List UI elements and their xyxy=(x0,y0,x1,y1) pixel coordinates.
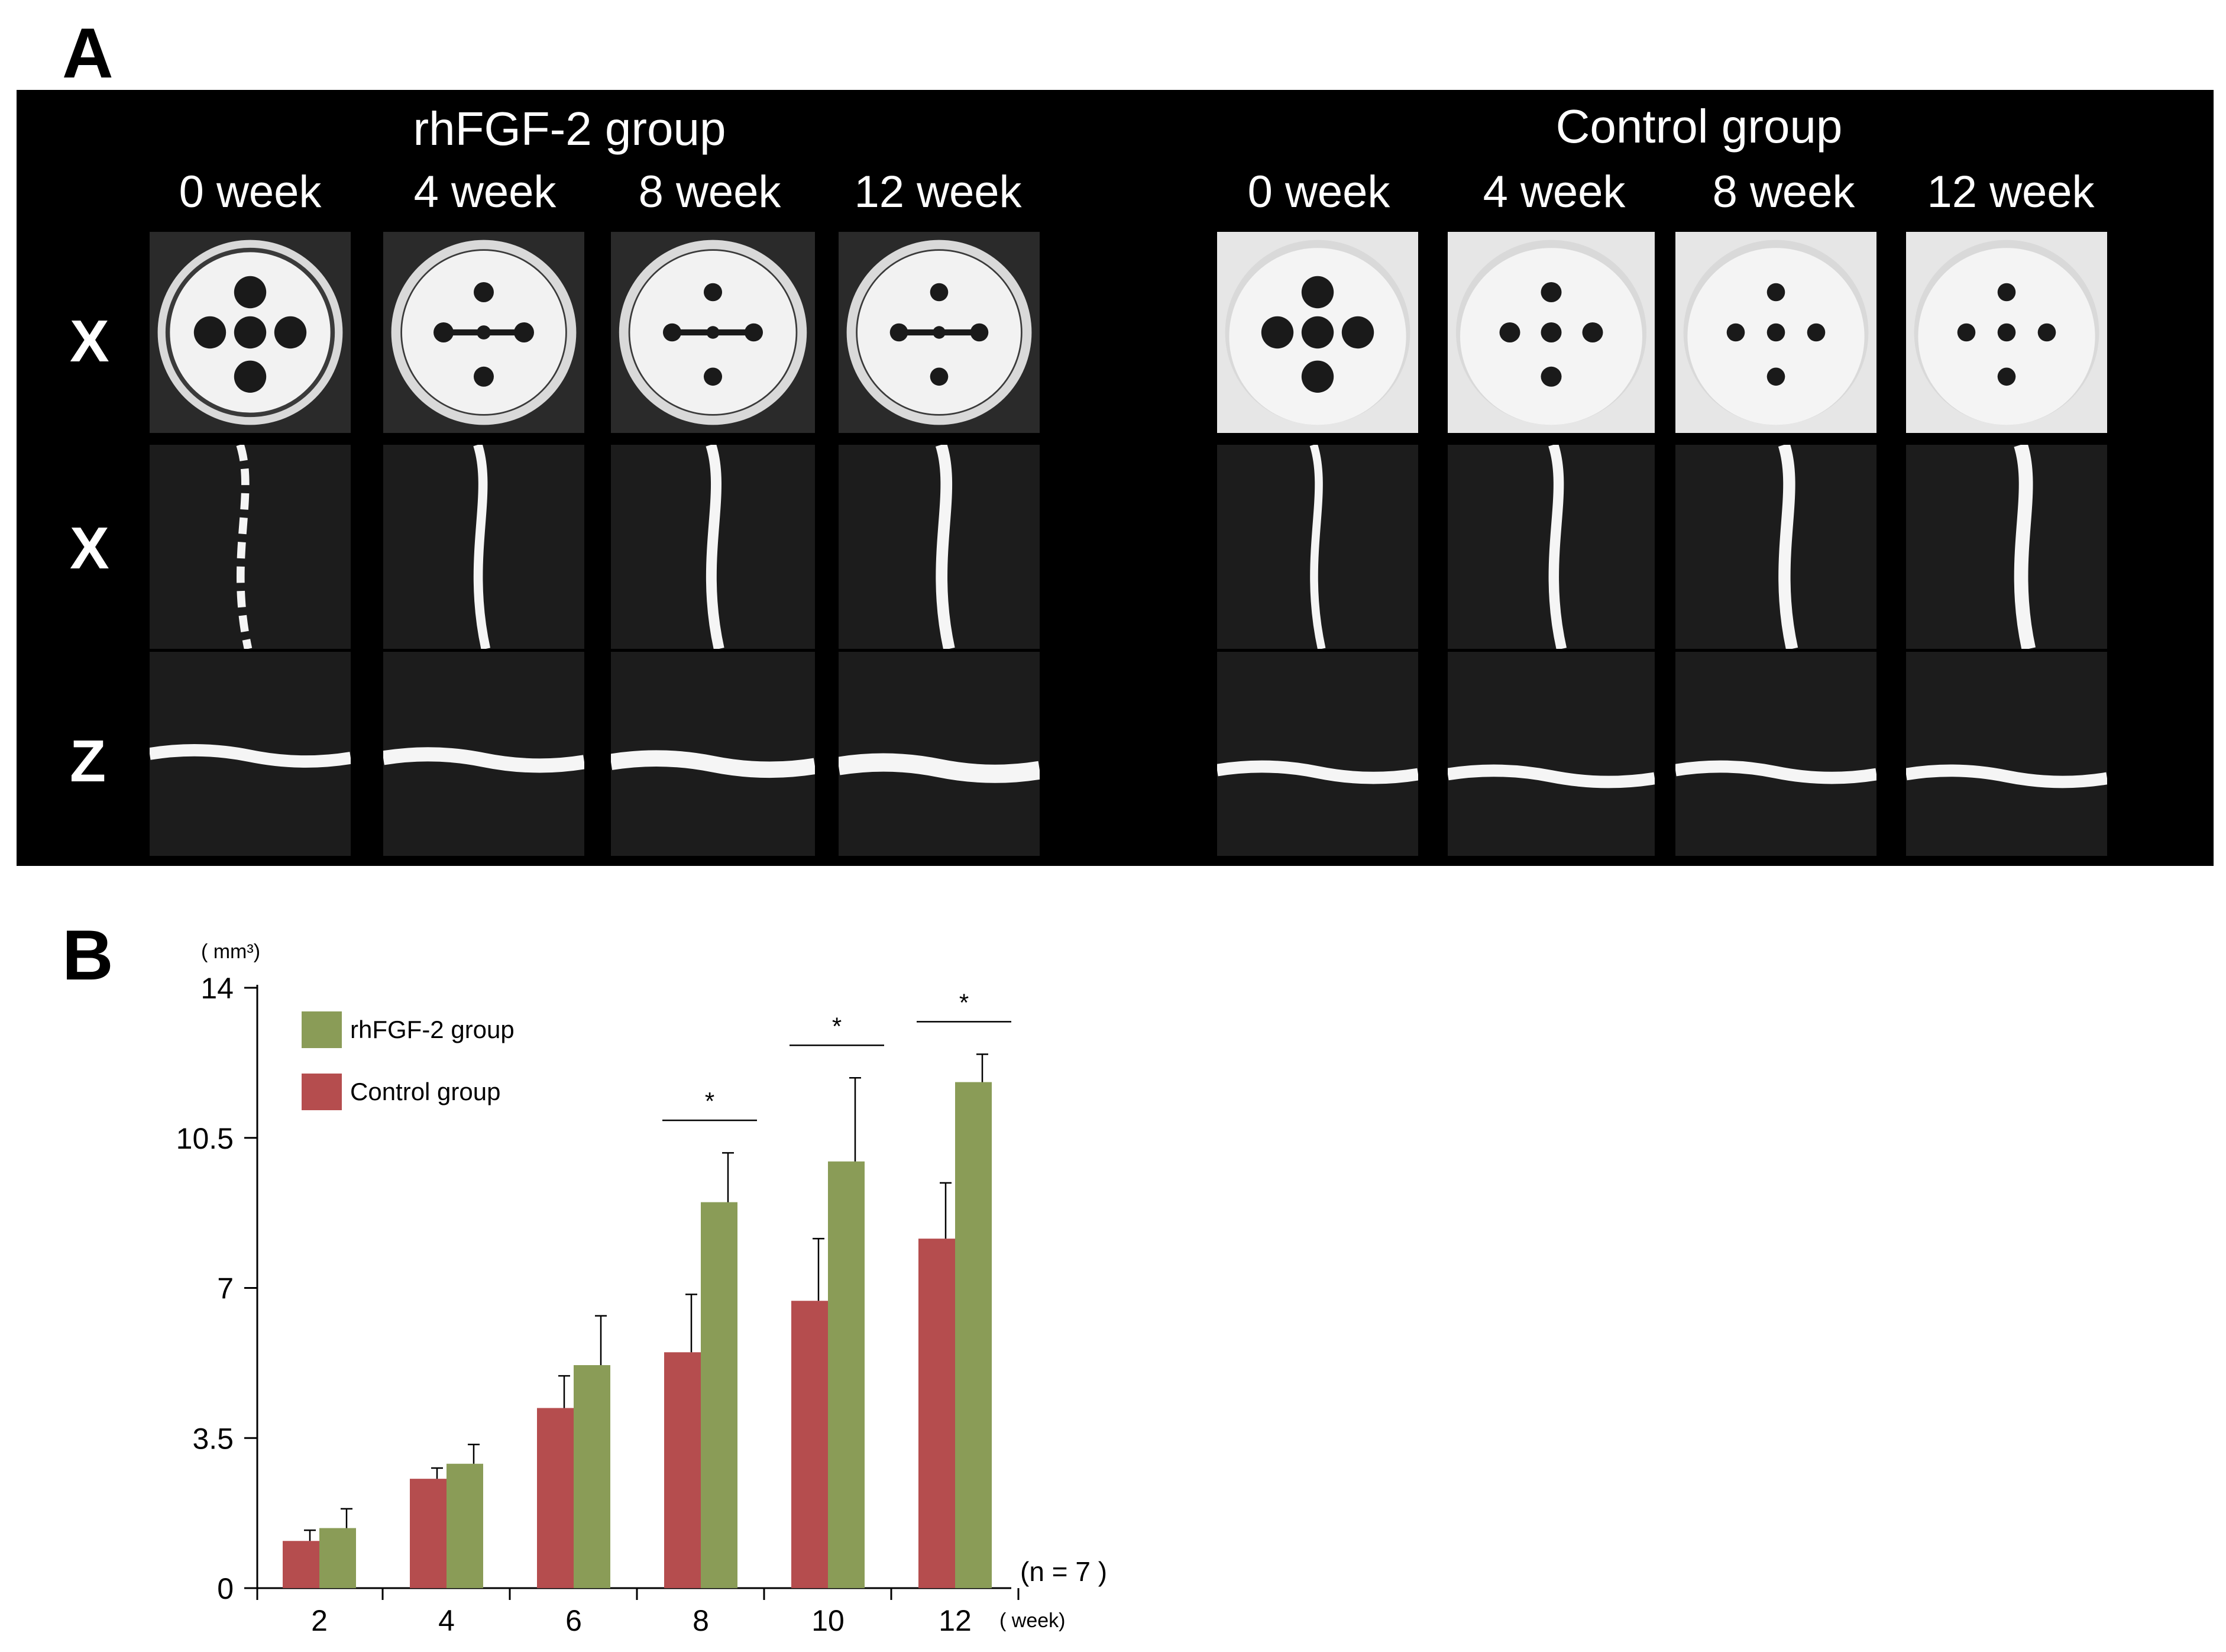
legend-swatch xyxy=(302,1011,342,1048)
x-tick-label: 8 xyxy=(693,1604,709,1637)
coronal-section-control-week-4 xyxy=(1448,652,1655,856)
row-label-x-sagittal: X xyxy=(70,515,109,581)
group-title-control: Control group xyxy=(1555,100,1843,153)
y-axis-unit: ( mm³) xyxy=(201,940,260,963)
bone-volume-chart: 0 3.5 7 10.5 14 ( mm³) 2 4 6 8 10 12 ( week) (n = 7 )… xyxy=(0,911,1159,1652)
group-title-rhfgf2: rhFGF-2 group xyxy=(413,102,726,155)
row-label-x-axial: X xyxy=(70,308,109,374)
coronal-section-control-week-0 xyxy=(1217,652,1418,856)
x-axis-unit: ( week) xyxy=(999,1609,1065,1632)
axial-section-rhfgf2-week-4 xyxy=(383,232,584,433)
sagittal-section-rhfgf2-week-4 xyxy=(383,445,584,649)
bar-chart-svg: 0 3.5 7 10.5 14 ( mm³) 2 4 6 8 10 12 ( week) (n = 7 )… xyxy=(176,940,1107,1637)
bar xyxy=(319,1528,356,1588)
week-label-control-0: 0 week xyxy=(1247,167,1390,217)
significance-star: * xyxy=(705,1087,714,1115)
x-tick-label: 2 xyxy=(311,1604,328,1637)
x-tick-label: 10 xyxy=(811,1604,845,1637)
week-label-control-4: 4 week xyxy=(1483,167,1626,217)
significance-star: * xyxy=(959,988,969,1016)
coronal-section-control-week-12 xyxy=(1906,652,2107,856)
y-tick-label: 10.5 xyxy=(176,1122,234,1155)
week-label-control-8: 8 week xyxy=(1712,167,1855,217)
bar xyxy=(791,1301,828,1588)
axial-section-control-week-0 xyxy=(1217,232,1418,433)
row-label-z-coronal: Z xyxy=(70,728,106,794)
significance-star: * xyxy=(832,1012,842,1040)
bar xyxy=(447,1463,483,1588)
y-tick-label: 0 xyxy=(217,1572,234,1605)
axial-section-control-week-4 xyxy=(1448,232,1655,433)
week-label-rhfgf2-12: 12 week xyxy=(854,167,1022,217)
sagittal-section-rhfgf2-week-8 xyxy=(611,445,815,649)
coronal-section-rhfgf2-week-8 xyxy=(611,652,815,856)
bar xyxy=(955,1082,992,1588)
y-tick-label: 14 xyxy=(200,972,234,1005)
legend-swatch xyxy=(302,1074,342,1110)
sagittal-section-rhfgf2-week-12 xyxy=(839,445,1040,649)
sagittal-section-control-week-12 xyxy=(1906,445,2107,649)
bar xyxy=(537,1408,574,1588)
axial-section-rhfgf2-week-12 xyxy=(839,232,1040,433)
bar xyxy=(701,1202,737,1588)
bar xyxy=(283,1541,319,1588)
sample-size-note: (n = 7 ) xyxy=(1020,1556,1107,1587)
x-tick-label: 4 xyxy=(438,1604,455,1637)
y-tick-label: 7 xyxy=(217,1272,234,1305)
axial-section-control-week-8 xyxy=(1675,232,1876,433)
bar xyxy=(664,1352,701,1588)
sagittal-section-control-week-0 xyxy=(1217,445,1418,649)
bar xyxy=(574,1365,610,1588)
bar xyxy=(828,1161,865,1588)
sagittal-section-rhfgf2-week-0 xyxy=(150,445,351,649)
sagittal-section-control-week-8 xyxy=(1675,445,1876,649)
x-tick-label: 12 xyxy=(939,1604,972,1637)
legend-label: Control group xyxy=(350,1078,500,1105)
axial-section-control-week-12 xyxy=(1906,232,2107,433)
x-tick-label: 6 xyxy=(565,1604,582,1637)
week-label-rhfgf2-8: 8 week xyxy=(638,167,781,217)
axial-section-rhfgf2-week-0 xyxy=(150,232,351,433)
panel-b-label: B xyxy=(62,916,114,995)
coronal-section-control-week-8 xyxy=(1675,652,1876,856)
sagittal-section-control-week-4 xyxy=(1448,445,1655,649)
panel-a-label: A xyxy=(62,14,114,93)
week-label-rhfgf2-4: 4 week xyxy=(413,167,556,217)
legend-label: rhFGF-2 group xyxy=(350,1016,515,1043)
bar xyxy=(410,1479,447,1588)
micro-ct-figure: rhFGF-2 group Control group 0 week 4 wee… xyxy=(17,90,2214,866)
axial-section-rhfgf2-week-8 xyxy=(611,232,815,433)
bar xyxy=(918,1239,955,1588)
week-label-control-12: 12 week xyxy=(1927,167,2095,217)
coronal-section-rhfgf2-week-0 xyxy=(150,652,351,856)
week-label-rhfgf2-0: 0 week xyxy=(179,167,322,217)
coronal-section-rhfgf2-week-12 xyxy=(839,652,1040,856)
coronal-section-rhfgf2-week-4 xyxy=(383,652,584,856)
y-tick-label: 3.5 xyxy=(192,1422,234,1455)
